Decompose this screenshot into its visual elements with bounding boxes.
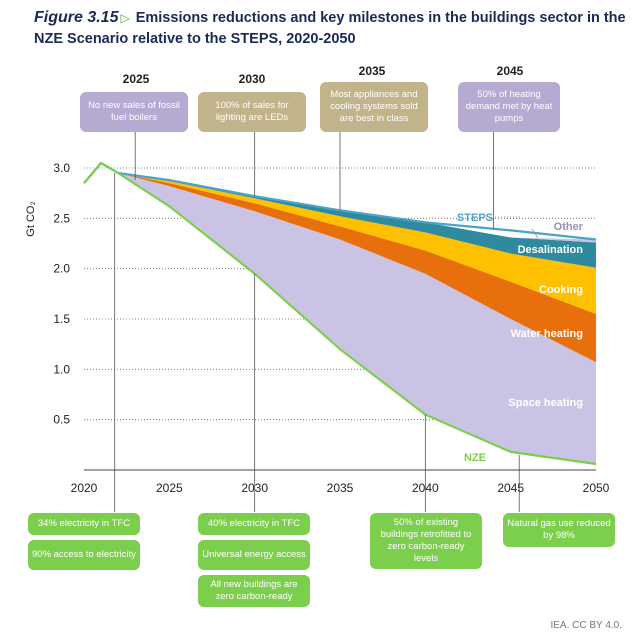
milestone-year-2035: 2035 (358, 64, 386, 78)
series-labels: Space heating Water heating Cooking Desalin… (457, 212, 584, 464)
stacked-areas (118, 173, 596, 464)
milestone-leader-lines (114, 132, 520, 512)
figure-title: Emissions reductions and key milestones … (34, 10, 626, 47)
series-label-nze: NZE (464, 452, 486, 464)
x-tick-label: 2050 (583, 481, 610, 495)
series-label-desalination: Desalination (518, 244, 584, 256)
milestone-box-bottom: 50% of existing buildings retrofitted to… (370, 513, 482, 569)
series-label-cooking: Cooking (539, 284, 583, 296)
x-tick-label: 2030 (241, 481, 268, 495)
y-tick-label: 2.0 (53, 262, 70, 276)
milestone-box-bottom: Natural gas use reduced by 98% (503, 513, 615, 547)
milestone-year-2030: 2030 (238, 72, 266, 86)
series-label-space-heating: Space heating (508, 397, 583, 409)
milestone-box-bottom: Universal energy access (198, 540, 310, 570)
y-tick-label: 0.5 (53, 413, 70, 427)
play-arrow-icon: ▷ (120, 11, 130, 25)
x-tick-label: 2025 (156, 481, 183, 495)
y-axis-title: Gt CO₂ (25, 201, 37, 236)
other-label-leader (531, 228, 539, 239)
x-tick-label: 2045 (497, 481, 524, 495)
y-tick-label: 2.5 (53, 211, 70, 225)
milestone-box-top: 50% of heating demand met by heat pumps (458, 82, 560, 132)
y-tick-label: 1.0 (53, 362, 70, 376)
y-tick-label: 1.5 (53, 312, 70, 326)
figure-number: Figure 3.15 (34, 9, 119, 26)
figure-header: Figure 3.15 ▷ Emissions reductions and key… (34, 8, 634, 50)
milestone-box-bottom: 90% access to electricity (28, 540, 140, 570)
x-tick-label: 2035 (327, 481, 354, 495)
y-tick-label: 3.0 (53, 161, 70, 175)
series-label-water-heating: Water heating (511, 328, 583, 340)
milestone-box-top: 100% of sales for lighting are LEDs (198, 92, 306, 132)
milestone-box-bottom: All new buildings are zero carbon-ready (198, 575, 310, 607)
milestone-year-2045: 2045 (496, 64, 524, 78)
x-tick-label: 2040 (412, 481, 439, 495)
area-desalination (118, 173, 596, 268)
x-tick-label: 2020 (71, 481, 98, 495)
milestone-box-top: No new sales of fossil fuel boilers (80, 92, 188, 132)
milestone-box-bottom: 40% electricity in TFC (198, 513, 310, 535)
credit-line: IEA. CC BY 4.0. (550, 620, 622, 631)
area-space-heating (118, 173, 596, 464)
milestone-year-2025: 2025 (122, 72, 150, 86)
milestone-box-top: Most appliances and cooling systems sold… (320, 82, 428, 132)
series-label-steps: STEPS (457, 212, 493, 224)
axes: 0.5 1.0 1.5 2.0 2.5 3.0 Gt CO₂ 2020 2025 2030 2035… (25, 161, 610, 495)
milestone-box-bottom: 34% electricity in TFC (28, 513, 140, 535)
series-label-other: Other (554, 221, 584, 233)
